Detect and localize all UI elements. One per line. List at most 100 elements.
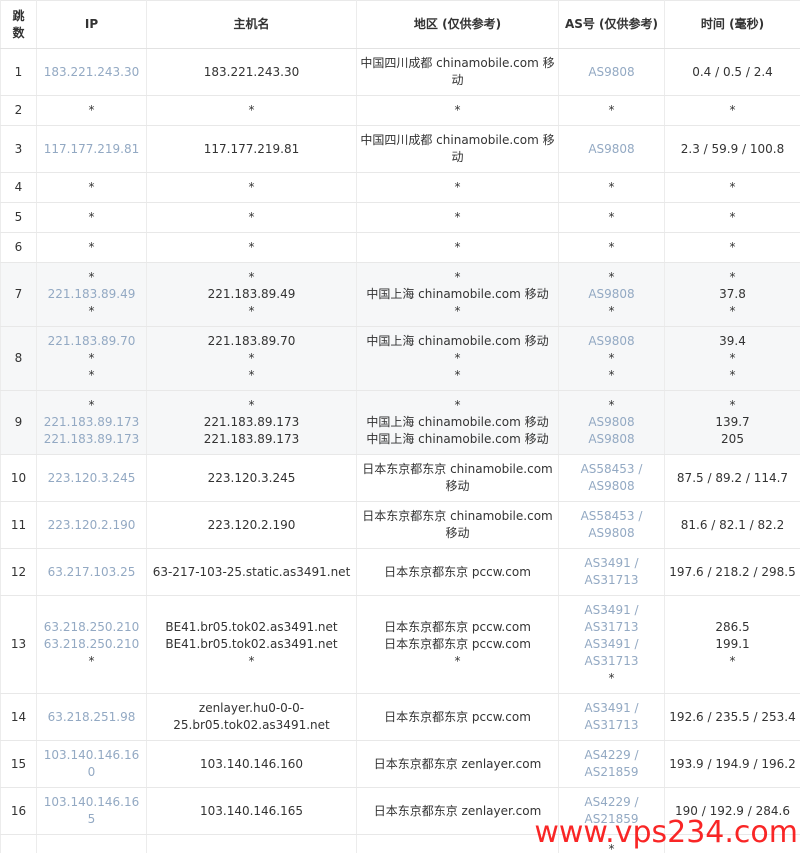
asn-link[interactable]: AS3491 / AS31713 — [584, 701, 639, 732]
ip-link[interactable]: 221.183.89.173 — [43, 415, 140, 429]
ip-link[interactable]: 103.140.146.165 — [43, 795, 140, 826]
time-cell: 39.4 * * — [664, 326, 800, 391]
ip-link[interactable]: 223.120.2.190 — [47, 517, 136, 532]
asn-link[interactable]: AS4229 / AS21859 — [584, 795, 639, 826]
host-cell: * — [146, 95, 357, 126]
hop-cell: 5 — [0, 202, 37, 233]
host-value: 221.183.89.173 — [203, 415, 300, 429]
header-row: 跳数 IP 主机名 地区 (仅供参考) AS号 (仅供参考) 时间 (毫秒) — [0, 0, 800, 49]
time-value: 81.6 / 82.1 / 82.2 — [680, 517, 785, 532]
asn-link[interactable]: AS9808 — [588, 64, 635, 79]
time-cell: * 139.7 205 — [664, 390, 800, 455]
asn-link[interactable]: AS9808 — [588, 432, 635, 446]
host-cell: * — [146, 172, 357, 203]
host-value: BE41.br05.tok02.as3491.net — [165, 620, 338, 634]
ip-link[interactable]: 63.218.250.210 — [43, 637, 140, 651]
region-value: 中国四川成都 chinamobile.com 移动 — [360, 133, 555, 164]
ip-cell: 183.221.243.30 — [36, 48, 147, 96]
timeout-asterisk: * — [608, 842, 615, 853]
region-cell: * — [356, 95, 559, 126]
asn-link[interactable]: AS4229 / AS21859 — [584, 748, 639, 779]
host-cell: 223.120.2.190 — [146, 501, 357, 549]
time-cell: 0.4 / 0.5 / 2.4 — [664, 48, 800, 96]
time-cell: 87.5 / 89.2 / 114.7 — [664, 454, 800, 502]
asn-link[interactable]: AS58453 / AS9808 — [580, 509, 643, 540]
table-row: 14 63.218.251.98 zenlayer.hu0-0-0-25.br05.… — [0, 693, 800, 741]
ip-link[interactable]: 221.183.89.173 — [43, 432, 140, 446]
hop-cell: 14 — [0, 693, 37, 741]
asn-link[interactable]: AS3491 / AS31713 — [584, 637, 639, 668]
host-cell: 117.177.219.81 — [146, 125, 357, 173]
table-row: 9 * 221.183.89.173 221.183.89.173 * 221.183.8… — [0, 390, 800, 455]
asn-cell: * AS9808 * — [558, 262, 665, 327]
asn-link[interactable]: AS3491 / AS31713 — [584, 603, 639, 634]
table-row: 3 117.177.219.81 117.177.219.81 中国四川成都 chin… — [0, 125, 800, 173]
timeout-asterisk: * — [608, 240, 615, 254]
region-value: 日本东京都东京 pccw.com — [384, 709, 531, 724]
region-cell: 日本东京都东京 chinamobile.com 移动 — [356, 501, 559, 549]
ip-link[interactable]: 221.183.89.70 — [47, 334, 136, 348]
region-cell: * — [356, 172, 559, 203]
time-value: 190 / 192.9 / 284.6 — [675, 803, 790, 818]
region-cell: 日本东京都东京 pccw.com — [356, 548, 559, 596]
host-cell: 223.120.3.245 — [146, 454, 357, 502]
host-cell: 183.221.243.30 — [146, 48, 357, 96]
asn-link[interactable]: AS9808 — [588, 141, 635, 156]
ip-link[interactable]: 117.177.219.81 — [43, 141, 140, 156]
host-value: 103.140.146.160 — [199, 756, 304, 771]
host-cell: * — [146, 202, 357, 233]
table-row: 2 * * * * * — [0, 95, 800, 126]
ip-cell: * 221.183.89.49 * — [36, 262, 147, 327]
timeout-asterisk: * — [88, 351, 95, 365]
timeout-asterisk: * — [88, 270, 95, 284]
ip-link[interactable]: 63.218.251.98 — [47, 709, 136, 724]
timeout-asterisk: * — [150, 850, 353, 853]
ip-link[interactable]: 63.217.103.25 — [47, 564, 136, 579]
ip-cell: * — [36, 232, 147, 263]
region-cell: 日本东京都东京 pccw.com 日本东京都东京 pccw.com * — [356, 595, 559, 694]
ip-line: 63.217.103.25 — [40, 564, 143, 581]
timeout-asterisk: * — [248, 240, 255, 254]
asn-link[interactable]: AS9808 — [588, 287, 635, 301]
asn-cell: AS3491 / AS31713 — [558, 693, 665, 741]
ip-link[interactable]: 103.140.146.160 — [43, 748, 140, 779]
table-row: 6 * * * * * — [0, 232, 800, 263]
ip-link[interactable]: 221.183.89.49 — [47, 287, 136, 301]
time-cell: 81.6 / 82.1 / 82.2 — [664, 501, 800, 549]
region-value: 日本东京都东京 pccw.com — [384, 637, 531, 651]
ip-line: 221.183.89.49 — [40, 286, 143, 303]
ip-cell: * 221.183.89.173 221.183.89.173 — [36, 390, 147, 455]
hop-cell: 4 — [0, 172, 37, 203]
asn-link[interactable]: AS3491 / AS31713 — [584, 556, 639, 587]
asn-line: AS9808 — [562, 333, 661, 350]
asn-cell: * — [558, 95, 665, 126]
time-value: 2.3 / 59.9 / 100.8 — [680, 141, 785, 156]
ip-link[interactable]: 223.120.3.245 — [47, 470, 136, 485]
timeout-asterisk: * — [88, 398, 95, 412]
region-cell: * 中国上海 chinamobile.com 移动 * — [356, 262, 559, 327]
asn-link[interactable]: AS9808 — [588, 415, 635, 429]
asn-link[interactable]: AS9808 — [588, 334, 635, 348]
table-row: 11 223.120.2.190 223.120.2.190 日本东京都东京 chin… — [0, 501, 800, 549]
ip-link[interactable]: 63.218.250.210 — [43, 620, 140, 634]
timeout-asterisk: * — [40, 850, 143, 853]
table-row: 10 223.120.3.245 223.120.3.245 日本东京都东京 chin… — [0, 454, 800, 502]
region-value: 日本东京都东京 chinamobile.com 移动 — [362, 462, 553, 493]
watermark-text: www.vps234.com — [534, 815, 798, 850]
table-row: 4 * * * * * — [0, 172, 800, 203]
ip-link[interactable]: 183.221.243.30 — [43, 64, 140, 79]
region-value: 日本东京都东京 pccw.com — [384, 620, 531, 634]
table-row: 12 63.217.103.25 63-217-103-25.static.as34… — [0, 548, 800, 596]
ip-line: 223.120.2.190 — [40, 517, 143, 534]
ip-cell: 63.217.103.25 — [36, 548, 147, 596]
hop-cell: 10 — [0, 454, 37, 502]
timeout-asterisk: * — [608, 210, 615, 224]
asn-link[interactable]: AS58453 / AS9808 — [580, 462, 643, 493]
asn-line: AS4229 / AS21859 — [562, 794, 661, 828]
time-cell: * — [664, 232, 800, 263]
timeout-asterisk: * — [729, 240, 736, 254]
timeout-asterisk: * — [608, 351, 615, 365]
timeout-asterisk: * — [608, 368, 615, 382]
